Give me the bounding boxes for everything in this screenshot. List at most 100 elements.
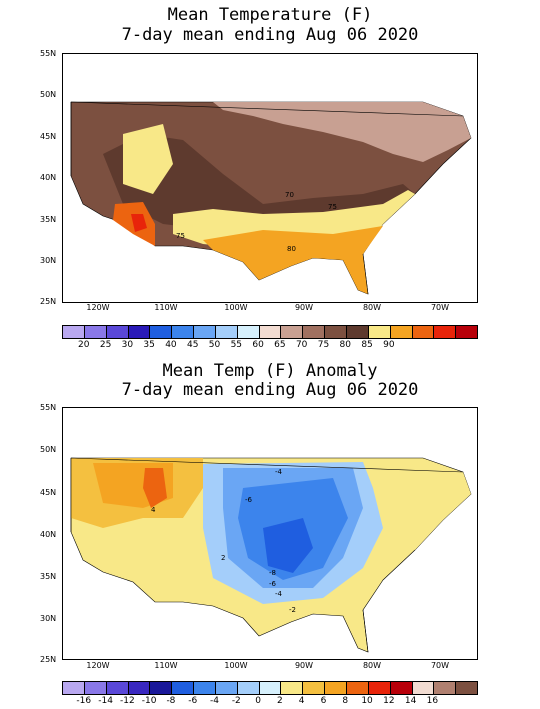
colorbar-label: -14 xyxy=(98,696,113,706)
map2-lon-label: 90W xyxy=(294,661,314,670)
colorbar-swatch xyxy=(128,682,151,694)
colorbar-swatch xyxy=(259,682,282,694)
colorbar-swatch xyxy=(150,326,173,338)
colorbar-label: -12 xyxy=(120,696,135,706)
colorbar-swatch xyxy=(106,326,129,338)
colorbar-swatch xyxy=(215,326,238,338)
colorbar-swatch xyxy=(390,682,413,694)
colorbar-swatch xyxy=(150,682,173,694)
map2-subtitle: 7-day mean ending Aug 06 2020 xyxy=(121,380,419,400)
colorbar-swatch xyxy=(368,682,391,694)
colorbar-swatch xyxy=(84,682,107,694)
map2-lon-label: 110W xyxy=(154,661,178,670)
colorbar-label: 70 xyxy=(295,340,308,350)
colorbar-label: -16 xyxy=(76,696,92,706)
map2-contour-label: -6 xyxy=(245,496,253,504)
map2-panel: -4 -6 4 -8 -6 -4 -2 2 xyxy=(62,407,478,660)
colorbar-label: 4 xyxy=(298,696,305,706)
colorbar-label: 55 xyxy=(230,340,243,350)
colorbar-swatch xyxy=(259,326,282,338)
map2-svg: -4 -6 4 -8 -6 -4 -2 2 xyxy=(70,457,472,653)
colorbar-label: 85 xyxy=(361,340,373,350)
colorbar-swatch xyxy=(215,682,238,694)
map1-lon-label: 100W xyxy=(224,303,248,312)
map1-lat-label: 35N xyxy=(40,215,57,224)
map1-band-cool xyxy=(213,102,471,162)
map2-contour-label: 4 xyxy=(151,506,156,514)
map1-contour-label: 80 xyxy=(287,245,296,253)
colorbar-label: 40 xyxy=(165,340,177,350)
colorbar-label: 65 xyxy=(274,340,286,350)
map2-lat-label: 30N xyxy=(40,614,57,623)
map2-contour-label: 2 xyxy=(221,554,225,562)
colorbar-swatch xyxy=(456,326,478,338)
map2-contour-label: -4 xyxy=(275,468,283,476)
colorbar-swatch xyxy=(303,682,326,694)
map1-lat-label: 25N xyxy=(40,297,57,306)
map2-contour-label: -4 xyxy=(275,590,283,598)
colorbar-swatch xyxy=(434,682,457,694)
map2-lat-label: 40N xyxy=(40,530,57,539)
colorbar-label: 90 xyxy=(383,340,395,350)
map2-outline xyxy=(70,457,464,653)
colorbar-swatch xyxy=(194,326,216,338)
map2-lat-label: 55N xyxy=(40,403,57,412)
map2-lat-label: 35N xyxy=(40,572,57,581)
colorbar-swatch xyxy=(390,326,413,338)
map1-lat-label: 45N xyxy=(40,132,57,141)
map1-outline xyxy=(70,101,464,295)
colorbar-label: 60 xyxy=(252,340,264,350)
map2-contour-label: -8 xyxy=(269,569,276,577)
colorbar-swatch xyxy=(281,326,304,338)
colorbar-swatch xyxy=(237,682,260,694)
map1-band-90 xyxy=(131,214,147,232)
colorbar-swatch xyxy=(303,326,326,338)
map2-band-cold-core xyxy=(263,518,313,573)
map2-lat-label: 45N xyxy=(40,488,57,497)
colorbar-swatch xyxy=(63,682,85,694)
map1-lat-label: 30N xyxy=(40,256,57,265)
colorbar-label: 45 xyxy=(187,340,199,350)
colorbar-swatch xyxy=(84,326,107,338)
map2-band-hotter xyxy=(143,468,167,508)
colorbar-label: -6 xyxy=(188,696,198,706)
colorbar-swatch xyxy=(281,682,304,694)
colorbar-swatch xyxy=(106,682,129,694)
colorbar-swatch xyxy=(172,326,195,338)
map1-lat-label: 50N xyxy=(40,90,57,99)
map1-colorbar xyxy=(62,325,478,339)
colorbar-label: 12 xyxy=(383,696,395,706)
map2-lon-label: 120W xyxy=(86,661,110,670)
colorbar-label: 75 xyxy=(317,340,330,350)
colorbar-label: 6 xyxy=(320,696,327,706)
map1-title: Mean Temperature (F) xyxy=(167,5,373,25)
colorbar-swatch xyxy=(368,326,391,338)
colorbar-label: 0 xyxy=(255,696,261,706)
map2-contour-label: -6 xyxy=(269,580,277,588)
map2-lon-label: 80W xyxy=(362,661,382,670)
colorbar-swatch xyxy=(456,682,478,694)
colorbar-label: 10 xyxy=(361,696,373,706)
map1-lon-label: 90W xyxy=(294,303,314,312)
map1-band-80 xyxy=(203,226,383,294)
colorbar-swatch xyxy=(412,326,435,338)
colorbar-label: 35 xyxy=(143,340,155,350)
map1-lon-label: 120W xyxy=(86,303,110,312)
map1-contour-label: 75 xyxy=(176,232,185,240)
colorbar-swatch xyxy=(346,682,369,694)
colorbar-swatch xyxy=(346,326,369,338)
colorbar-label: 14 xyxy=(404,696,417,706)
colorbar-swatch xyxy=(128,326,151,338)
colorbar-label: -10 xyxy=(141,696,157,706)
colorbar-swatch xyxy=(194,682,216,694)
map2-lat-label: 25N xyxy=(40,655,57,664)
map2-lat-label: 50N xyxy=(40,445,57,454)
map1-lon-label: 110W xyxy=(154,303,178,312)
map1-band-west xyxy=(123,124,173,194)
map1-band-70 xyxy=(103,134,415,230)
map1-subtitle: 7-day mean ending Aug 06 2020 xyxy=(121,25,419,45)
map2-lon-label: 100W xyxy=(224,661,248,670)
map1-lon-label: 70W xyxy=(430,303,450,312)
colorbar-label: -2 xyxy=(231,696,241,706)
colorbar-label: 80 xyxy=(339,340,351,350)
